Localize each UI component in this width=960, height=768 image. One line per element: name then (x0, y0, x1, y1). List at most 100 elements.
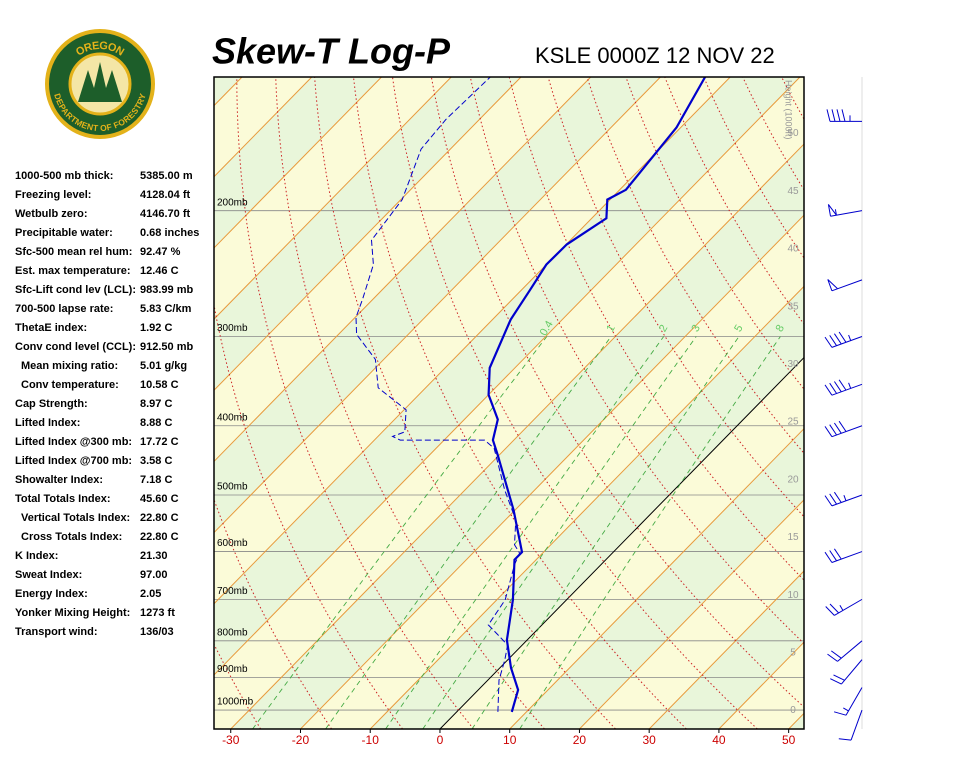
dry-adiabat (859, 77, 960, 729)
index-value: 4128.04 ft (140, 189, 190, 201)
dry-adiabat (275, 77, 545, 729)
plot-frame (213, 76, 805, 730)
dry-adiabat (392, 77, 758, 729)
x-tick-label: 10 (503, 733, 517, 747)
dry-adiabat (742, 77, 804, 191)
isotherm (369, 285, 804, 729)
dry-adiabat (353, 77, 687, 729)
overlay: 1000mb 900mb 800mb 700mb 600mb 500mb 400mb 300m… (217, 80, 799, 747)
index-label: 1000-500 mb thick: (15, 170, 113, 182)
pressure-label: 300mb (217, 323, 248, 334)
index-label: Mean mixing ratio: (21, 360, 118, 372)
height-tick-label: 45 (787, 186, 799, 197)
index-value: 45.60 C (140, 493, 179, 505)
index-value: 97.00 (140, 569, 168, 581)
x-tick-label: 20 (573, 733, 587, 747)
dry-adiabat (469, 77, 804, 645)
mixing-ratio-label: 2 (657, 323, 670, 334)
x-tick-label: -30 (222, 733, 240, 747)
isotherm (858, 77, 960, 729)
index-label: Transport wind: (15, 626, 98, 638)
index-label: Cross Totals Index: (21, 531, 122, 543)
pressure-label: 400mb (217, 412, 248, 423)
mixing-ratio-label: 8 (774, 323, 787, 334)
height-tick-label: 40 (787, 244, 799, 255)
wind-barb (838, 709, 863, 741)
index-value: 1.92 C (140, 322, 172, 334)
wind-barb (827, 640, 863, 662)
index-label: Sfc-Lift cond lev (LCL): (15, 284, 136, 296)
isotherm (214, 77, 801, 676)
pressure-label: 1000mb (217, 697, 254, 708)
isotherm-band (788, 713, 804, 729)
index-value: 1273 ft (140, 607, 175, 619)
isotherm (230, 143, 804, 729)
height-tick-label: 25 (787, 417, 799, 428)
dry-adiabat (781, 77, 804, 121)
index-value: 7.18 C (140, 474, 172, 486)
index-label: Freezing level: (15, 189, 91, 201)
index-value: 2.05 (140, 588, 161, 600)
index-label: Precipitable water: (15, 227, 113, 239)
index-value: 8.88 C (140, 417, 172, 429)
index-label: Conv cond level (CCL): (15, 341, 136, 353)
index-label: 700-500 lapse rate: (15, 303, 113, 315)
dry-adiabat (236, 77, 474, 729)
pressure-label: 600mb (217, 538, 248, 549)
height-tick-label: 0 (790, 705, 796, 716)
isotherm (214, 77, 731, 605)
index-value: 5385.00 m (140, 170, 193, 182)
isotherm (214, 77, 661, 534)
isotherm (214, 77, 522, 391)
index-label: Vertical Totals Index: (21, 512, 130, 524)
wind-barb (826, 109, 863, 122)
index-value: 10.58 C (140, 379, 179, 391)
pressure-label: 700mb (217, 586, 248, 597)
height-tick-label: 10 (787, 590, 799, 601)
chart-subtitle: KSLE 0000Z 12 NOV 22 (535, 43, 775, 68)
logo-trees (78, 62, 122, 102)
index-label: Cap Strength: (15, 398, 88, 410)
index-label: Est. max temperature: (15, 265, 131, 277)
pressure-label: 200mb (217, 197, 248, 208)
isotherm (214, 77, 382, 249)
dry-adiabat (898, 77, 960, 729)
x-tick-label: 50 (782, 733, 796, 747)
wind-barb (824, 548, 863, 563)
dry-adiabat (508, 77, 804, 581)
mixing-ratio-line (422, 336, 697, 729)
dry-adiabat (703, 77, 804, 259)
dewpoint-line (355, 77, 521, 712)
pressure-label: 800mb (217, 627, 248, 638)
index-value: 22.80 C (140, 531, 179, 543)
height-tick-label: 35 (787, 301, 799, 312)
index-label: Lifted Index @300 mb: (15, 436, 132, 448)
height-tick-label: 15 (787, 532, 799, 543)
index-label: Showalter Index: (15, 474, 103, 486)
isotherm (648, 570, 804, 729)
dry-adiabat (430, 77, 804, 708)
index-value: 4146.70 ft (140, 208, 190, 220)
temperature-line (487, 77, 707, 713)
mixing-ratio-line (385, 336, 665, 729)
logo: OREGON DEPARTMENT OF FORESTRY (45, 29, 155, 139)
chart-title: Skew-T Log-P (212, 31, 451, 72)
index-value: 5.01 g/kg (140, 360, 187, 372)
isotherm (439, 356, 804, 729)
index-label: Sweat Index: (15, 569, 82, 581)
wind-barb (833, 687, 863, 716)
index-value: 0.68 inches (140, 227, 199, 239)
isotherm (509, 427, 804, 729)
index-value: 17.72 C (140, 436, 179, 448)
dry-adiabat (664, 77, 804, 325)
wind-barb (824, 491, 863, 507)
wind-barb (827, 279, 863, 292)
pressure-label: 500mb (217, 482, 248, 493)
index-label: ThetaE index: (15, 322, 87, 334)
plot-area (214, 77, 960, 729)
isotherm (214, 77, 592, 463)
height-tick-label: 5 (790, 647, 796, 658)
mixing-ratio-label: 5 (732, 323, 745, 334)
index-label: Yonker Mixing Height: (15, 607, 130, 619)
